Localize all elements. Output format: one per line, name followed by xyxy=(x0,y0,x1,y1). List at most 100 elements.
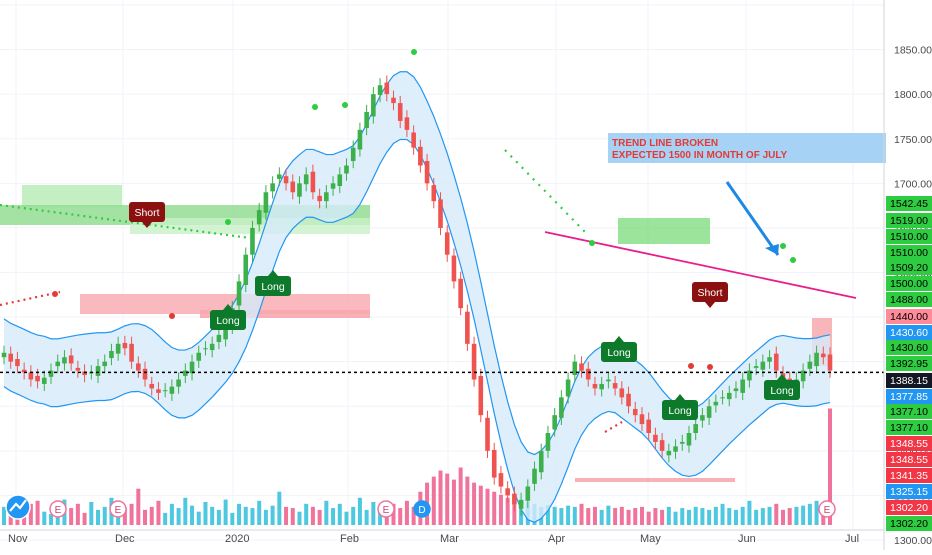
volume-bar xyxy=(324,500,329,525)
price-tag: 1377.10 xyxy=(886,404,932,419)
price-tag-text: 1510.00 xyxy=(890,231,928,243)
candle-body xyxy=(384,82,390,95)
volume-bar xyxy=(787,508,792,525)
candle-body xyxy=(747,370,752,381)
price-tag: 1500.00 xyxy=(886,276,932,291)
volume-bar xyxy=(807,503,812,525)
candle-body xyxy=(491,449,497,478)
candle-body xyxy=(444,232,450,255)
volume-bar xyxy=(263,509,268,525)
candle-body xyxy=(176,379,181,387)
price-tag-bg xyxy=(886,468,932,483)
zone-box xyxy=(618,218,710,244)
volume-bar xyxy=(28,503,33,525)
volume-bar xyxy=(754,509,759,525)
candle-body xyxy=(827,354,833,371)
x-tick-label: Apr xyxy=(548,533,565,545)
volume-bar xyxy=(344,511,349,525)
price-tag-text: 1430.60 xyxy=(890,342,928,354)
candle-body xyxy=(720,397,725,399)
signal-short: Short xyxy=(129,202,165,228)
candle-body xyxy=(149,383,155,389)
price-tag-text: 1377.10 xyxy=(890,406,928,418)
price-tag-bg xyxy=(886,260,932,275)
volume-bar xyxy=(35,500,40,525)
price-tag-text: 1377.10 xyxy=(890,422,928,434)
volume-bar xyxy=(183,497,188,525)
signal-pointer xyxy=(142,222,152,228)
candle-body xyxy=(41,377,47,384)
volume-bar xyxy=(794,506,799,525)
candle-body xyxy=(236,281,242,306)
volume-bar xyxy=(223,499,228,525)
signal-box xyxy=(255,276,291,296)
volume-bar xyxy=(485,488,490,525)
candle-body xyxy=(223,326,228,340)
volume-bar xyxy=(96,509,101,525)
price-tag-text: 1440.00 xyxy=(890,311,928,323)
volume-bar xyxy=(2,506,6,525)
candle-body xyxy=(820,353,826,358)
candle-body xyxy=(666,450,672,456)
candle-body xyxy=(75,367,81,371)
pivot-high-dot xyxy=(342,102,348,108)
candle-body xyxy=(478,375,484,416)
x-tick-label: May xyxy=(640,533,661,545)
candle-body xyxy=(169,386,175,394)
volume-bar xyxy=(780,509,785,525)
volume-bar xyxy=(364,509,369,525)
volume-bar xyxy=(592,506,597,525)
candle-body xyxy=(156,389,161,393)
annotation-arrow-head xyxy=(765,244,779,255)
pivot-high-dot xyxy=(589,240,595,246)
price-tag-bg xyxy=(886,292,932,307)
annotation-bg xyxy=(608,133,886,163)
x-tick-label: Jul xyxy=(845,533,859,545)
candle-body xyxy=(679,441,685,444)
x-tick-label: Nov xyxy=(8,533,28,545)
candle-body xyxy=(733,388,739,392)
signal-label: Long xyxy=(770,385,794,397)
annotation-line-1: TREND LINE BROKEN xyxy=(612,138,718,149)
price-tag-text: 1302.20 xyxy=(890,502,928,514)
signal-pointer xyxy=(777,374,787,380)
candle-body xyxy=(277,174,282,179)
candle-body xyxy=(632,408,638,416)
signal-long: Long xyxy=(210,304,246,330)
price-tag: 1325.15 xyxy=(886,484,932,499)
candle-body xyxy=(559,397,564,418)
candle-body xyxy=(21,369,27,373)
candle-body xyxy=(700,415,705,421)
volume-bar xyxy=(69,508,74,525)
candle-body xyxy=(592,383,598,389)
candle-body xyxy=(15,358,20,367)
candle-body xyxy=(317,195,322,202)
pivot-low-dot xyxy=(52,291,58,297)
signal-box xyxy=(764,380,800,400)
candle-body xyxy=(773,353,779,371)
volume-bar xyxy=(136,488,141,525)
volume-bar xyxy=(169,503,174,525)
volume-bar xyxy=(613,508,618,525)
signal-label: Short xyxy=(134,207,159,219)
volume-bar xyxy=(707,509,712,525)
price-tag-text: 1302.20 xyxy=(890,518,928,530)
y-tick-label: 1700.00 xyxy=(894,178,932,190)
price-tag: 1388.15 xyxy=(886,373,932,388)
event-marker-label: E xyxy=(383,505,390,516)
event-marker-label: D xyxy=(418,505,425,516)
volume-bar xyxy=(190,505,195,525)
candle-body xyxy=(28,372,34,380)
candle-body xyxy=(189,361,195,374)
volume-bar xyxy=(552,506,557,525)
volume-bar xyxy=(572,506,577,525)
volume-bar xyxy=(767,506,772,525)
event-marker: E xyxy=(377,500,395,518)
signal-long: Long xyxy=(255,270,291,296)
signal-box xyxy=(129,202,165,222)
tradingview-logo-icon[interactable] xyxy=(5,494,31,520)
volume-bar xyxy=(82,512,87,525)
price-tag-bg xyxy=(886,500,932,515)
candle-body xyxy=(122,342,128,349)
y-axis[interactable]: 1850.001800.001750.001700.001650.001600.… xyxy=(883,0,932,550)
